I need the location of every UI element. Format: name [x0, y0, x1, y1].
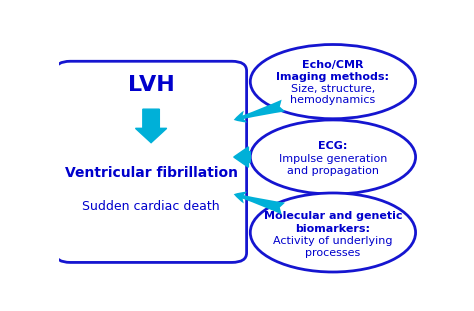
Polygon shape — [136, 109, 167, 143]
Ellipse shape — [250, 44, 416, 119]
Text: Activity of underlying: Activity of underlying — [273, 236, 392, 246]
Text: hemodynamics: hemodynamics — [290, 95, 375, 105]
Text: and propagation: and propagation — [287, 166, 379, 176]
Text: Ventricular fibrillation: Ventricular fibrillation — [64, 166, 237, 180]
Text: Molecular and genetic: Molecular and genetic — [264, 211, 402, 221]
Text: Sudden cardiac death: Sudden cardiac death — [82, 200, 220, 213]
Text: Imaging methods:: Imaging methods: — [276, 72, 390, 82]
FancyBboxPatch shape — [55, 61, 246, 262]
Ellipse shape — [250, 193, 416, 272]
Text: biomarkers:: biomarkers: — [295, 224, 370, 234]
Text: Echo/CMR: Echo/CMR — [302, 60, 364, 70]
Text: LVH: LVH — [128, 75, 174, 95]
Text: Impulse generation: Impulse generation — [279, 154, 387, 164]
Polygon shape — [234, 147, 250, 167]
Text: Size, structure,: Size, structure, — [291, 84, 375, 94]
Text: processes: processes — [305, 248, 361, 258]
Text: ECG:: ECG: — [318, 141, 347, 151]
Ellipse shape — [250, 120, 416, 194]
